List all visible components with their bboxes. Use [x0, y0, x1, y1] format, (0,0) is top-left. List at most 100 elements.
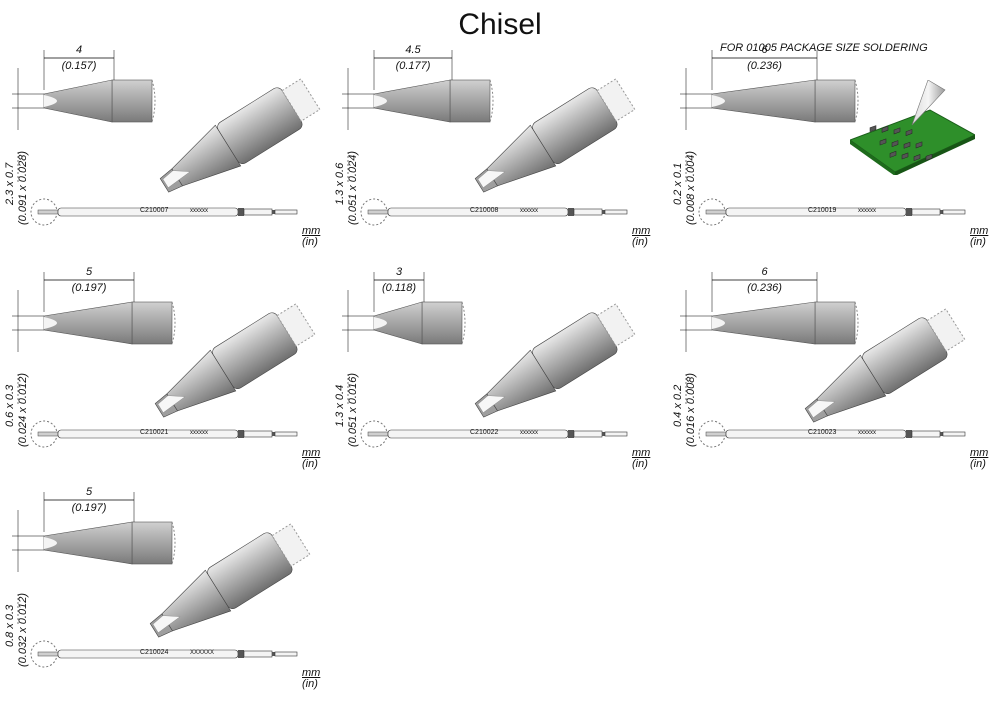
- tip-profile: [373, 301, 466, 345]
- note-01005: FOR 01005 PACKAGE SIZE SOLDERING: [720, 42, 928, 54]
- page-title: Chisel: [458, 8, 542, 41]
- tip-size-mm: 1.3 x 0.4: [334, 384, 346, 427]
- unit-label: mm (in): [302, 226, 320, 248]
- tip-length-mm: 6: [761, 266, 768, 278]
- tip-length-in: (0.236): [747, 282, 782, 294]
- part-marking: xxxxxx: [520, 430, 538, 436]
- tip-profile: [711, 301, 859, 345]
- unit-in: (in): [632, 458, 648, 470]
- tip-cell: 5 (0.197) 0.6 x 0.3 (0.024 x 0.012) C210021 x…: [0, 262, 330, 482]
- unit-in: (in): [632, 236, 648, 248]
- unit-mm: mm: [302, 225, 321, 237]
- unit-in: (in): [970, 458, 986, 470]
- tip-length-mm: 6: [761, 44, 768, 56]
- tip-drawing: [342, 272, 636, 448]
- part-number: C210007: [140, 207, 169, 214]
- tip-length-in: (0.197): [71, 282, 107, 294]
- cartridge: [347, 374, 628, 448]
- tip-size-mm: 0.6 x 0.3: [4, 384, 16, 427]
- tip-size-mm: 0.4 x 0.2: [672, 384, 684, 427]
- tip-length-in: (0.177): [395, 60, 431, 72]
- tip-size-in: (0.051 x 0.024): [347, 151, 359, 225]
- tip-3d: [804, 308, 966, 423]
- unit-in: (in): [302, 678, 318, 690]
- part-number: C210022: [470, 429, 499, 436]
- tip-length-mm: 4: [75, 44, 83, 56]
- tip-length-in: (0.197): [71, 502, 107, 514]
- tip-cell: 6 (0.236) 0.4 x 0.2 (0.016 x 0.008) C210023 x…: [668, 262, 998, 482]
- tip-profile: [43, 301, 176, 345]
- cartridge: [685, 374, 966, 448]
- tip-size-in: (0.051 x 0.016): [347, 373, 359, 447]
- unit-mm: mm: [302, 667, 321, 679]
- cartridge: [17, 374, 298, 448]
- tip-drawing: [12, 50, 321, 226]
- part-number: C210019: [808, 207, 837, 214]
- tip-3d: [474, 78, 636, 193]
- tip-size-mm: 0.8 x 0.3: [4, 604, 16, 647]
- tip-size-mm: 0.2 x 0.1: [672, 162, 684, 205]
- cartridge: [347, 152, 628, 226]
- tip-size-in: (0.091 x 0.028): [17, 151, 29, 225]
- tip-cell: 5 (0.197) 0.8 x 0.3 (0.032 x 0.012) C210024 X…: [0, 482, 330, 702]
- tip-drawing: [680, 272, 966, 448]
- tip-length-mm: 5: [85, 266, 93, 278]
- pcb-illustration: [850, 80, 975, 175]
- part-marking: XXXXXX: [190, 650, 215, 656]
- part-number: C210024: [140, 649, 169, 656]
- tip-length-in: (0.236): [747, 60, 782, 72]
- unit-label: mm (in): [970, 226, 988, 248]
- tip-size-in: (0.024 x 0.012): [17, 373, 29, 447]
- part-number: C210023: [808, 429, 837, 436]
- cartridge: [685, 152, 966, 226]
- tip-profile: [43, 521, 176, 565]
- unit-label: mm (in): [302, 668, 320, 690]
- unit-label: mm (in): [970, 448, 988, 470]
- part-marking: xxxxxx: [520, 208, 538, 214]
- part-marking: xxxxxx: [190, 430, 208, 436]
- tip-cell: 3 (0.118) 1.3 x 0.4 (0.051 x 0.016) C210022 x…: [330, 262, 660, 482]
- tip-length-mm: 3: [395, 266, 403, 278]
- tip-3d: [154, 303, 316, 418]
- part-marking: xxxxxx: [858, 208, 876, 214]
- tip-cell: 4.5 (0.177) 1.3 x 0.6 (0.051 x 0.024) C21000…: [330, 40, 660, 260]
- unit-mm: mm: [302, 447, 321, 459]
- unit-in: (in): [302, 458, 318, 470]
- unit-mm: mm: [970, 225, 989, 237]
- unit-label: mm (in): [302, 448, 320, 470]
- part-number: C210008: [470, 207, 499, 214]
- tip-cell: 4 (0.157) 2.3 x 0.7 (0.091 x 0.028) C210007 x…: [0, 40, 330, 260]
- tip-profile: [43, 79, 156, 123]
- tip-3d: [474, 303, 636, 418]
- part-marking: xxxxxx: [858, 430, 876, 436]
- tip-profile: [373, 79, 494, 123]
- tip-size-in: (0.032 x 0.012): [17, 593, 29, 667]
- part-number: C210021: [140, 429, 169, 436]
- tip-drawing: [12, 272, 316, 448]
- tip-profile: [711, 79, 859, 123]
- unit-label: mm (in): [632, 226, 650, 248]
- tip-drawing: [12, 492, 311, 668]
- unit-in: (in): [970, 236, 986, 248]
- part-marking: xxxxxx: [190, 208, 208, 214]
- tip-3d: [159, 78, 321, 193]
- tip-size-mm: 1.3 x 0.6: [334, 162, 346, 205]
- unit-mm: mm: [970, 447, 989, 459]
- tip-drawing: [342, 50, 636, 226]
- tip-size-in: (0.016 x 0.008): [685, 373, 697, 447]
- tip-size-in: (0.008 x 0.004): [685, 151, 697, 225]
- tip-drawing: [680, 50, 966, 226]
- tip-length-in: (0.118): [381, 282, 417, 294]
- tip-3d: [149, 523, 311, 638]
- tip-length-mm: 4.5: [405, 44, 421, 56]
- unit-mm: mm: [632, 225, 651, 237]
- unit-label: mm (in): [632, 448, 650, 470]
- unit-in: (in): [302, 236, 318, 248]
- tip-length-in: (0.157): [61, 60, 97, 72]
- unit-mm: mm: [632, 447, 651, 459]
- cartridge: [17, 594, 298, 668]
- tip-length-mm: 5: [85, 486, 93, 498]
- cartridge: [17, 152, 298, 226]
- tip-cell: 6 (0.236) 0.2 x 0.1 (0.008 x 0.004) C210019 x…: [668, 40, 998, 260]
- tip-size-mm: 2.3 x 0.7: [4, 162, 16, 205]
